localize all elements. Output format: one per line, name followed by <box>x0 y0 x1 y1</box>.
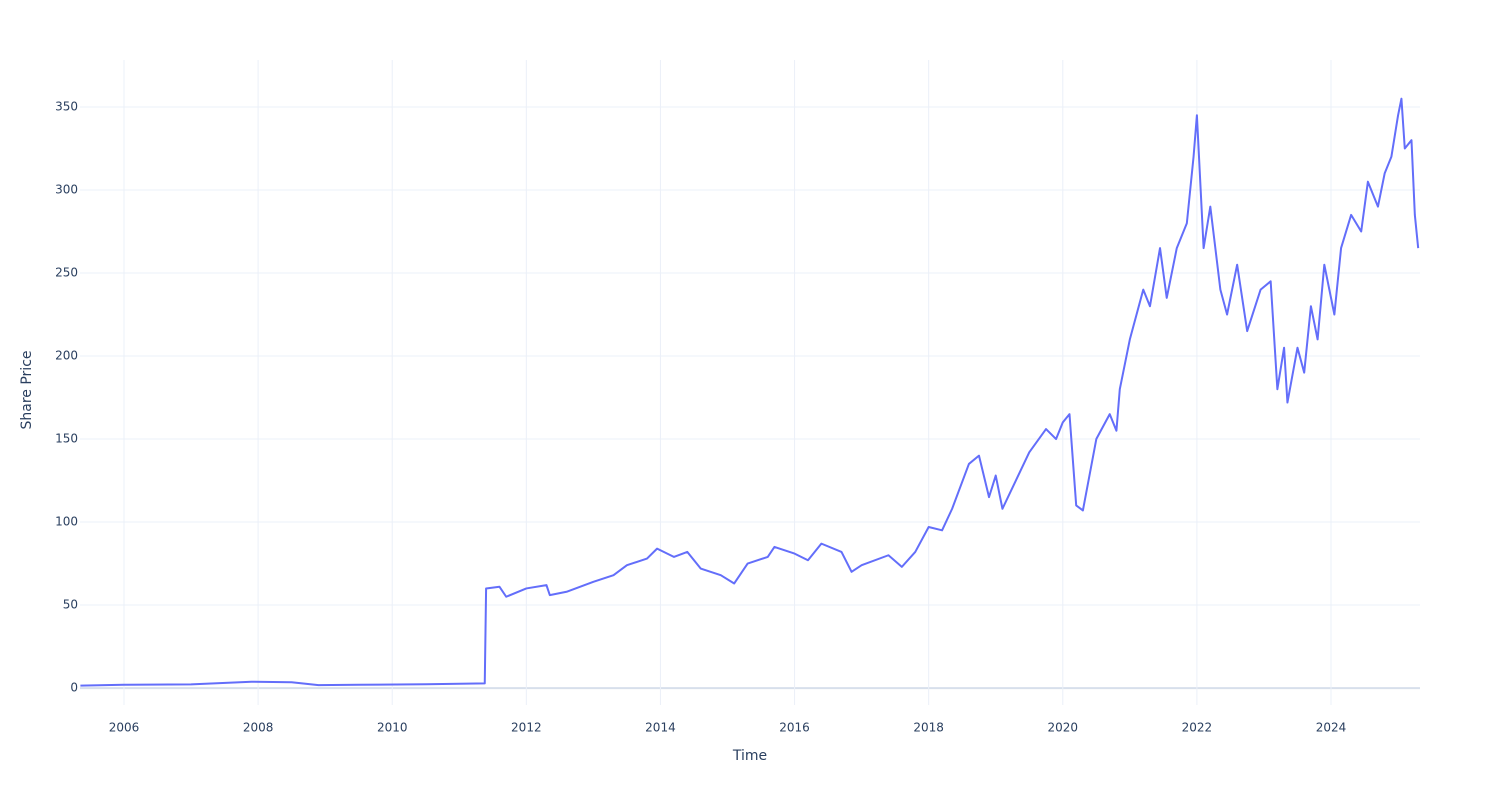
x-tick-label: 2008 <box>243 721 274 735</box>
y-tick-label: 350 <box>55 99 78 113</box>
x-tick-label: 2010 <box>377 721 408 735</box>
y-axis-title: Share Price <box>19 350 35 429</box>
x-tick-label: 2022 <box>1182 721 1213 735</box>
y-tick-label: 100 <box>55 515 78 529</box>
y-tick-label: 200 <box>55 349 78 363</box>
x-tick-label: 2012 <box>511 721 542 735</box>
y-tick-label: 0 <box>70 681 78 695</box>
x-tick-label: 2020 <box>1048 721 1079 735</box>
x-tick-label: 2006 <box>109 721 140 735</box>
y-tick-label: 50 <box>63 598 78 612</box>
x-axis-title: Time <box>732 748 767 764</box>
x-tick-label: 2024 <box>1316 721 1347 735</box>
y-tick-label: 300 <box>55 182 78 196</box>
price-line <box>80 97 1420 687</box>
x-tick-label: 2018 <box>913 721 944 735</box>
y-tick-label: 250 <box>55 266 78 280</box>
x-tick-label: 2014 <box>645 721 676 735</box>
x-tick-label: 2016 <box>779 721 810 735</box>
y-tick-label: 150 <box>55 432 78 446</box>
